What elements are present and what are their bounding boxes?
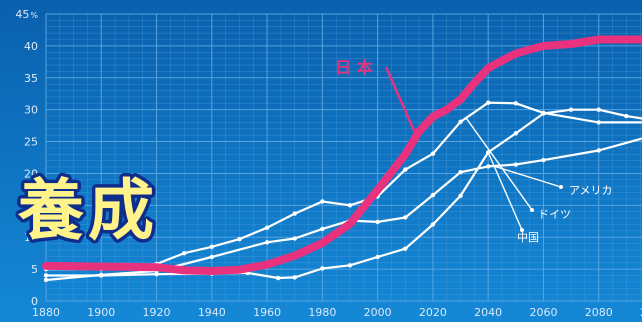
data-point xyxy=(596,120,601,125)
x-tick-label: 2080 xyxy=(585,306,613,319)
data-point xyxy=(292,211,297,216)
data-point xyxy=(513,131,519,136)
data-point xyxy=(99,273,104,278)
annotation-leader-line xyxy=(487,152,523,231)
data-point xyxy=(375,254,380,260)
grid xyxy=(45,13,642,302)
y-tick-label: 25 xyxy=(24,136,38,149)
x-tick-label: 2000 xyxy=(364,306,392,319)
series-annotation-label: アメリカ xyxy=(569,184,612,197)
data-point xyxy=(292,275,297,280)
annotation-leader-line xyxy=(465,117,533,211)
data-point xyxy=(264,240,270,245)
data-point xyxy=(237,236,242,242)
highlight-series xyxy=(42,35,642,275)
y-tick-label: 35 xyxy=(24,72,38,85)
annotation-leader-line xyxy=(493,165,562,188)
axis-tick-labels: 0 5 10 15 20 25 30 35 40 45% 1880 1900 1920 1940 1960 1… xyxy=(15,8,642,319)
data-point xyxy=(541,111,546,116)
overlay-title-text: 養成 xyxy=(18,172,158,249)
x-tick-label: 1960 xyxy=(253,306,281,319)
series-annotation-label: 日本 xyxy=(335,58,379,77)
data-point xyxy=(403,246,408,251)
data-point xyxy=(320,226,325,232)
overlay-title: 養成 xyxy=(15,169,158,253)
data-point xyxy=(320,199,325,204)
data-point xyxy=(43,277,49,283)
data-point xyxy=(568,107,574,112)
y-tick-label: 20 xyxy=(24,167,38,180)
y-unit-label: % xyxy=(30,11,38,20)
data-point xyxy=(513,162,519,167)
data-point xyxy=(375,219,380,225)
data-point xyxy=(181,250,187,256)
data-point xyxy=(458,169,463,175)
data-point xyxy=(513,101,519,106)
annotation-leader-line xyxy=(384,66,418,137)
x-tick-label: 1980 xyxy=(308,306,336,319)
data-point xyxy=(430,192,436,198)
annotation-dot xyxy=(520,228,524,232)
x-tick-label: 1940 xyxy=(198,306,226,319)
y-tick-label: 45% xyxy=(15,8,38,21)
data-point xyxy=(430,222,436,227)
data-point xyxy=(596,107,601,112)
series-line-japan xyxy=(42,35,642,275)
x-tick-label: 2020 xyxy=(419,306,447,319)
annotation-dot xyxy=(530,208,534,212)
data-point xyxy=(209,244,215,249)
y-tick-label: 30 xyxy=(24,104,38,117)
y-tick-label: 10 xyxy=(24,231,38,244)
annotation-dot xyxy=(559,185,563,189)
data-point xyxy=(154,272,159,277)
data-point xyxy=(458,119,463,124)
data-point xyxy=(292,236,297,241)
y-tick-label: 40 xyxy=(24,40,38,53)
series-group xyxy=(43,100,642,272)
data-point xyxy=(43,273,49,278)
data-point xyxy=(596,148,601,153)
x-tick-label: 1900 xyxy=(87,306,115,319)
data-point xyxy=(485,100,491,105)
data-point xyxy=(347,263,353,268)
data-point xyxy=(320,266,325,271)
y-tick-label: 5 xyxy=(31,263,38,276)
data-point xyxy=(430,151,436,156)
series-annotation-label: ドイツ xyxy=(538,208,571,221)
data-point xyxy=(264,225,270,230)
data-point xyxy=(458,193,463,198)
x-tick-label: 2040 xyxy=(474,306,502,319)
x-tick-label: 1920 xyxy=(143,306,171,319)
data-point xyxy=(275,275,281,281)
x-tick-label: 1880 xyxy=(32,306,60,319)
data-point xyxy=(209,254,215,260)
series-annotation-label: 中国 xyxy=(517,231,539,244)
x-tick-label: 2100 xyxy=(640,306,642,319)
data-point xyxy=(624,113,629,119)
data-point xyxy=(347,203,353,208)
y-tick-label: 15 xyxy=(24,199,38,212)
data-point xyxy=(485,164,491,169)
data-point xyxy=(403,215,408,220)
y-tick-label: 0 xyxy=(31,295,38,308)
x-tick-label: 2060 xyxy=(529,306,557,319)
data-point xyxy=(403,167,408,172)
data-point xyxy=(541,157,546,163)
